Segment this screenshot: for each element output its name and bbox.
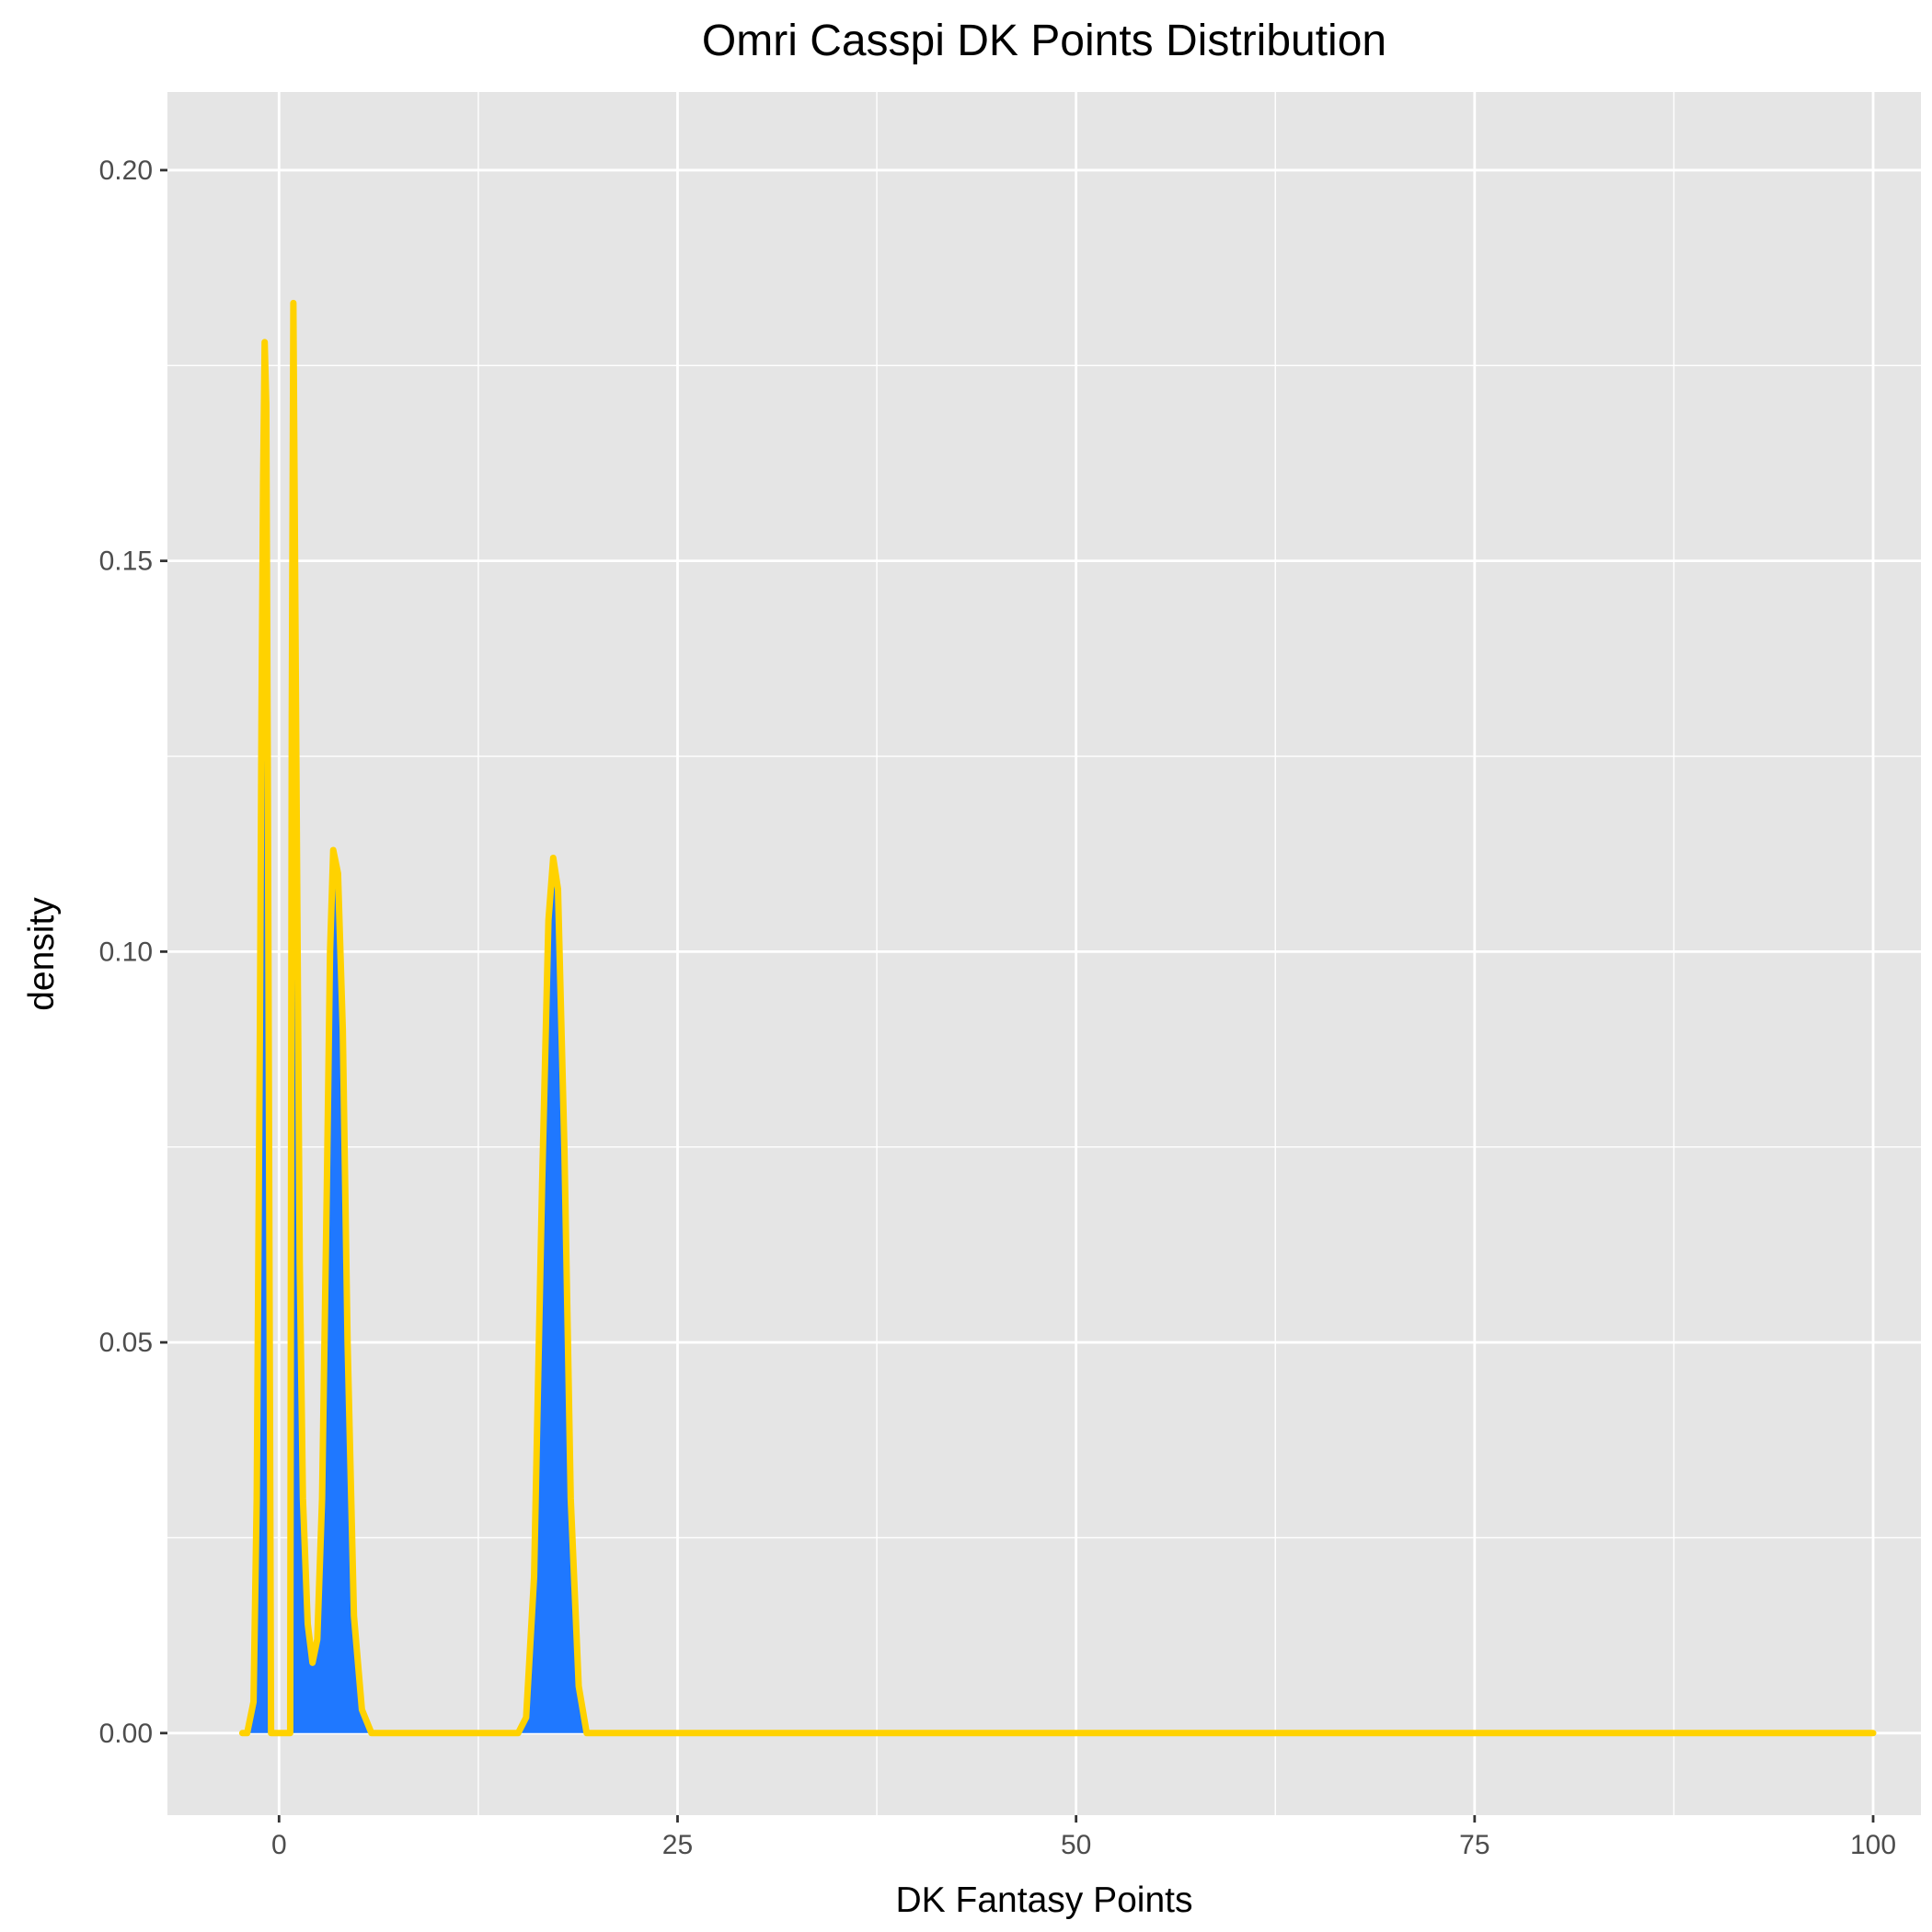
chart-title: Omri Casspi DK Points Distribution: [702, 17, 1386, 65]
y-tick-label: 0.10: [99, 937, 153, 967]
axes: 0 25 50 75 100 0.00 0.05 0.10 0.15 0.20: [99, 155, 1896, 1860]
y-tick-label: 0.00: [99, 1719, 153, 1749]
plot-panel: [167, 92, 1921, 1815]
y-tick-label: 0.15: [99, 546, 153, 577]
density-series: [238, 299, 1877, 1737]
x-tick-label: 25: [662, 1830, 693, 1860]
x-tick-label: 75: [1459, 1830, 1489, 1860]
density-line: [238, 299, 1877, 1737]
panel-background: [167, 92, 1921, 1815]
y-tick-label: 0.20: [99, 155, 153, 186]
y-axis-title: density: [22, 897, 62, 1011]
x-tick-label: 50: [1061, 1830, 1091, 1860]
x-tick-label: 0: [271, 1830, 287, 1860]
x-axis-title: DK Fantasy Points: [896, 1880, 1193, 1920]
x-tick-label: 100: [1850, 1830, 1896, 1860]
y-tick-label: 0.05: [99, 1328, 153, 1358]
